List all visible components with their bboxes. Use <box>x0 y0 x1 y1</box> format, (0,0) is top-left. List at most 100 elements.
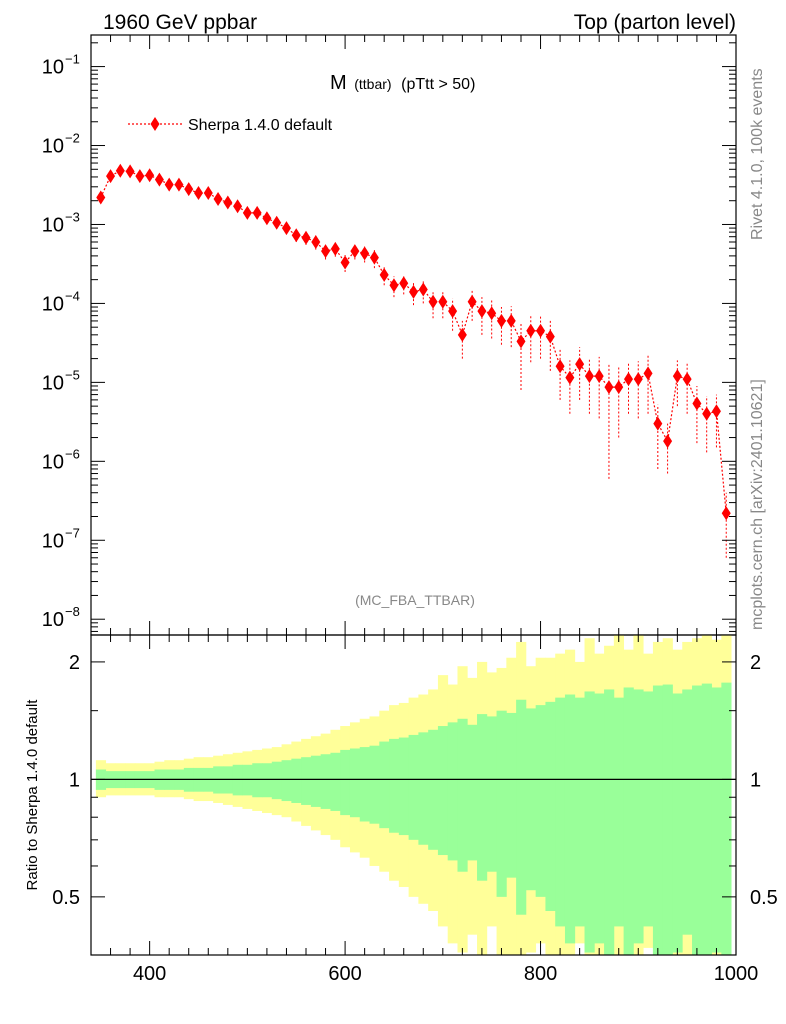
data-point <box>115 163 125 178</box>
ratio-inner-bin <box>301 757 312 805</box>
y-tick-label: 10 <box>42 372 64 394</box>
ratio-inner-bin <box>359 747 370 822</box>
data-point <box>663 434 673 449</box>
y-tick-exponent: −1 <box>65 52 80 67</box>
data-point <box>565 370 575 385</box>
data-point <box>379 267 389 282</box>
data-point <box>409 284 418 299</box>
ratio-inner-bin <box>418 732 429 845</box>
y-tick-exponent: −2 <box>65 131 80 146</box>
ratio-inner-bin <box>545 701 556 911</box>
ratio-y-tick-label-right: 2 <box>750 652 761 674</box>
data-point <box>506 313 516 328</box>
legend-label: Sherpa 1.4.0 default <box>188 117 333 134</box>
data-point <box>594 369 604 384</box>
y-tick-label: 10 <box>42 609 64 631</box>
ratio-inner-bin <box>291 758 302 803</box>
data-point <box>223 195 233 210</box>
y-tick-exponent: −3 <box>65 209 80 224</box>
data-point <box>418 282 428 297</box>
ratio-inner-bin <box>662 684 673 955</box>
ratio-y-label: Ratio to Sherpa 1.4.0 default <box>24 699 41 891</box>
y-tick-exponent: −7 <box>65 525 80 540</box>
ratio-inner-bin <box>262 763 273 798</box>
data-point <box>575 357 585 372</box>
main-x-minor-ticks <box>90 35 737 635</box>
data-point <box>682 372 692 387</box>
data-point <box>340 255 350 270</box>
ratio-inner-bin <box>496 710 507 897</box>
ratio-inner-bin <box>633 689 644 944</box>
ratio-inner-bin <box>574 697 585 927</box>
ratio-inner-bin <box>271 761 282 800</box>
x-tick-label: 1000 <box>714 963 759 985</box>
data-point <box>467 294 477 309</box>
data-point <box>125 164 135 179</box>
ratio-y-tick-label-right: 0.5 <box>750 887 778 909</box>
ratio-inner-bin <box>486 716 497 872</box>
ratio-inner-bin <box>682 689 693 935</box>
data-point <box>711 404 721 419</box>
ratio-inner-bin <box>408 734 419 840</box>
ratio-y-tick-label-right: 1 <box>750 769 761 791</box>
data-point <box>604 380 614 395</box>
ratio-inner-bin <box>594 693 605 944</box>
data-point <box>428 294 438 309</box>
ratio-inner-bin <box>330 752 341 811</box>
header-left: 1960 GeV ppbar <box>103 11 257 34</box>
data-point <box>369 250 379 265</box>
ratio-inner-bin <box>516 699 527 915</box>
ratio-inner-bin <box>467 724 478 861</box>
ratio-inner-bin <box>379 741 390 829</box>
data-point <box>545 329 555 344</box>
data-point <box>213 192 223 207</box>
ratio-inner-bin <box>281 760 292 802</box>
data-point <box>526 323 536 338</box>
data-point <box>106 169 116 184</box>
data-point <box>555 359 565 374</box>
ratio-inner-bin <box>389 738 400 833</box>
data-markers <box>96 163 731 521</box>
ratio-inner-bin <box>428 729 439 850</box>
data-point <box>272 215 282 230</box>
y-tick-exponent: −6 <box>65 446 80 461</box>
data-point <box>330 241 340 256</box>
ratio-y-axis: 2 2 1 1 0.5 0.5 <box>52 652 778 909</box>
y-tick-exponent: −5 <box>65 367 80 382</box>
data-point <box>692 396 702 411</box>
ratio-inner-bin <box>252 763 263 798</box>
data-point <box>233 199 243 214</box>
chart-title-cut: (pTtt > 50) <box>401 76 475 93</box>
data-point <box>672 369 682 384</box>
header-right: Top (parton level) <box>574 11 736 34</box>
ratio-inner-bin <box>623 687 634 955</box>
data-point <box>477 304 487 319</box>
data-point <box>350 244 360 259</box>
data-point <box>242 205 252 220</box>
data-point <box>262 211 272 226</box>
ratio-inner-bin <box>584 691 595 953</box>
chart-title: M (ttbar) (pTtt > 50) <box>330 72 475 94</box>
data-point <box>721 506 731 521</box>
x-tick-label: 800 <box>524 963 557 985</box>
ratio-inner-bin <box>701 683 712 955</box>
ratio-inner-bin <box>535 705 546 897</box>
data-point <box>643 366 653 381</box>
ratio-inner-bin <box>604 689 615 955</box>
ratio-inner-bin <box>340 749 351 816</box>
data-point <box>653 416 663 431</box>
y-tick-label: 10 <box>42 530 64 552</box>
x-tick-label: 400 <box>133 963 166 985</box>
data-point <box>174 177 184 192</box>
ratio-inner-bin <box>320 754 331 809</box>
data-point <box>184 182 194 197</box>
ratio-inner-bin <box>457 718 468 872</box>
ratio-inner-bin <box>369 745 380 824</box>
y-tick-label: 10 <box>42 451 64 473</box>
error-bars <box>100 168 727 558</box>
ratio-inner-bin <box>652 685 664 955</box>
chart-title-main: M <box>330 72 347 94</box>
data-point <box>135 169 145 184</box>
rivet-version-label: Rivet 4.1.0, 100k events <box>749 68 766 240</box>
